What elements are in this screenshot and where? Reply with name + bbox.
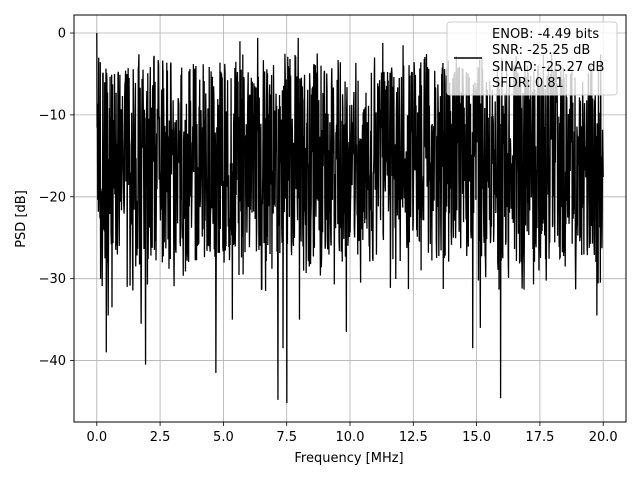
legend-box	[446, 21, 618, 96]
x-tick-label: 10.0	[336, 430, 365, 445]
legend: ENOB: -4.49 bits SNR: -25.25 dB SINAD: -…	[446, 21, 618, 96]
legend-entry-enob: ENOB: -4.49 bits	[492, 27, 599, 42]
x-tick-label: 7.5	[276, 430, 297, 445]
legend-entry-sinad: SINAD: -25.27 dB	[492, 60, 604, 75]
x-tick-label: 17.5	[525, 430, 554, 445]
legend-entry-snr: SNR: -25.25 dB	[492, 43, 590, 58]
y-tick-label: −30	[39, 272, 66, 287]
y-tick-label: −20	[39, 190, 66, 205]
y-tick-label: 0	[58, 27, 66, 42]
x-tick-label: 12.5	[399, 430, 428, 445]
y-tick-label: −10	[39, 108, 66, 123]
x-tick-label: 15.0	[462, 430, 491, 445]
legend-entry-sfdr: SFDR: 0.81	[492, 76, 564, 91]
y-tick-label: −40	[39, 354, 66, 369]
y-axis-title: PSD [dB]	[14, 190, 29, 248]
x-axis: 0.0 2.5 5.0 7.5 10.0 12.5 15.0 17.5 20.0	[86, 422, 618, 445]
data-series	[96, 33, 604, 404]
x-tick-label: 0.0	[86, 430, 107, 445]
x-tick-label: 20.0	[589, 430, 618, 445]
y-axis: 0 −10 −20 −30 −40	[39, 27, 74, 369]
psd-line	[96, 33, 604, 404]
x-tick-label: 2.5	[150, 430, 171, 445]
x-axis-title: Frequency [MHz]	[294, 451, 403, 466]
x-tick-label: 5.0	[213, 430, 234, 445]
